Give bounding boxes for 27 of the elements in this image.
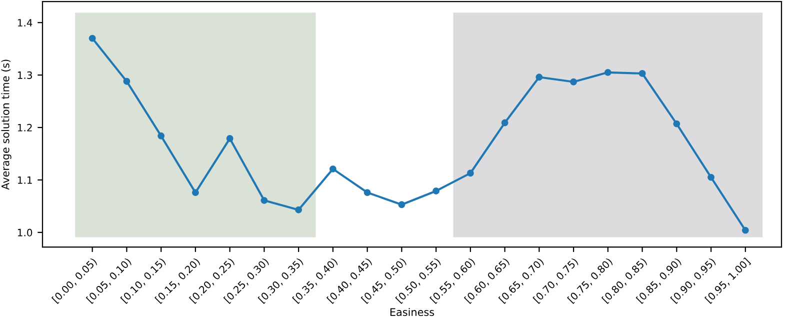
point [88,34,96,42]
point [158,132,165,140]
point [329,165,336,172]
point [604,68,612,76]
point [638,70,646,77]
point [708,174,714,181]
point [466,170,474,177]
point [123,78,130,85]
y-tick-label: 1.3 [18,71,32,79]
y-tick-label: 1.4 [18,19,32,26]
x-axis-title: Easiness [390,308,434,316]
point [501,119,508,126]
point [364,189,371,196]
point [192,189,199,196]
point [673,120,680,128]
point [226,135,234,142]
point [398,201,406,208]
y-axis-title: Average solution time (s) [1,60,12,190]
point [570,78,578,86]
point [536,74,543,81]
point [432,188,440,194]
point [260,196,268,204]
point [295,206,302,214]
point [742,226,749,234]
y-tick-label: 1.2 [18,124,32,132]
y-tick-label: 1.0 [18,228,32,236]
y-tick-label: 1.1 [18,176,32,184]
